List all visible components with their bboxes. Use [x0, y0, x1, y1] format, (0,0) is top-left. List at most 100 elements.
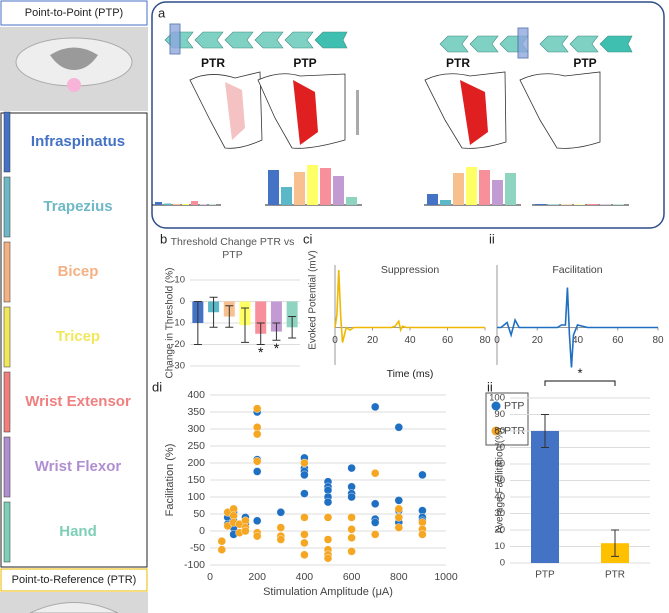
y-tick-label: 0: [500, 558, 505, 569]
muscle-shade: [293, 80, 318, 145]
point: [394, 513, 403, 522]
spinal-cord: [29, 602, 119, 613]
muscle-shade: [225, 82, 245, 140]
bar: [574, 204, 585, 205]
y-tick-label: 0: [199, 525, 205, 537]
panel-label: b: [160, 231, 167, 246]
muscle-color-bar: [3, 371, 11, 433]
point: [394, 504, 403, 514]
panel-label: di: [152, 379, 162, 394]
y-axis-label: Facilitation (%): [164, 444, 176, 517]
bar: [173, 204, 180, 205]
scale-bar: [356, 90, 359, 135]
x-tick-label: 60: [442, 335, 454, 346]
x-tick-label: 20: [367, 335, 379, 346]
x-tick-label: PTR: [605, 570, 625, 581]
muscle-label: Bicep: [58, 263, 99, 280]
bar: [209, 204, 216, 205]
y-tick-label: -30: [171, 361, 185, 372]
point: [394, 496, 403, 505]
trace: [334, 269, 485, 343]
point: [217, 545, 227, 554]
x-tick-label: 1000: [434, 571, 458, 583]
muscle-label: Tricep: [56, 328, 100, 345]
y-tick-label: 200: [187, 457, 205, 469]
chart-title: PTP: [573, 56, 596, 70]
x-tick-label: 40: [404, 335, 416, 346]
chart-title: PTR: [446, 56, 470, 70]
y-axis-label: Change in Threshold (%): [165, 268, 176, 379]
y-tick-label: 100: [187, 491, 205, 503]
y-tick-label: -100: [184, 559, 205, 571]
error-bar: [272, 322, 281, 341]
x-tick-label: 400: [296, 571, 314, 583]
error-bar: [256, 322, 265, 345]
point: [253, 531, 262, 541]
x-axis-label: Time (ms): [387, 368, 434, 380]
muscle-color-bar: [3, 176, 11, 238]
muscle-label: Wrist Extensor: [25, 393, 131, 410]
bar: [466, 167, 477, 205]
point: [253, 429, 262, 439]
bar: [531, 431, 559, 563]
ptp-title-box: [0, 0, 148, 26]
point: [347, 513, 356, 522]
panel-label: ci: [303, 231, 313, 246]
legend-marker: [491, 401, 501, 411]
panel-a-frame: [151, 1, 665, 229]
point: [253, 457, 262, 466]
bar: [587, 204, 598, 205]
legend-box: [485, 392, 529, 446]
point: [276, 508, 285, 517]
x-tick-label: 0: [207, 571, 213, 583]
legend-label: PTP: [504, 400, 524, 412]
bar: [270, 301, 282, 332]
bar: [307, 165, 318, 205]
bar: [164, 203, 171, 205]
bar: [479, 170, 490, 205]
bar: [613, 204, 624, 205]
nerve-chain: [164, 31, 633, 53]
bar: [440, 200, 451, 205]
point: [276, 523, 285, 532]
x-tick-label: 800: [390, 571, 408, 583]
bar: [191, 201, 198, 205]
point: [347, 463, 356, 473]
y-tick-label: 40: [494, 492, 505, 503]
point: [323, 497, 333, 507]
chart-title: Facilitation: [552, 264, 602, 276]
point: [418, 470, 427, 480]
chart-title: PTP: [293, 56, 316, 70]
point: [418, 530, 427, 539]
bar: [453, 173, 464, 205]
y-tick-label: 100: [489, 393, 505, 404]
muscle-color-bar: [3, 111, 11, 173]
y-tick-label: 0: [180, 296, 185, 307]
point: [300, 458, 309, 468]
error-bar: [541, 414, 549, 448]
y-tick-label: 150: [187, 474, 205, 486]
electrode: [517, 27, 529, 59]
bar: [346, 197, 357, 205]
muscle-list: [0, 112, 148, 568]
point: [300, 470, 309, 480]
stim-point: [67, 78, 81, 92]
x-tick-label: 0: [494, 335, 500, 346]
point: [323, 513, 333, 522]
x-tick-label: 80: [652, 335, 664, 346]
chart-title: Suppression: [381, 264, 440, 276]
x-tick-label: 60: [612, 335, 624, 346]
bar: [155, 202, 162, 205]
muscle-label: Hand: [59, 523, 97, 540]
point: [371, 530, 380, 539]
y-tick-label: 50: [494, 475, 505, 486]
point: [394, 523, 403, 532]
point: [253, 467, 262, 476]
y-tick-label: 400: [187, 389, 205, 401]
error-bar: [209, 296, 218, 328]
muscle-color-bar: [3, 306, 11, 368]
point: [276, 535, 285, 544]
y-tick-label: 10: [494, 541, 505, 552]
